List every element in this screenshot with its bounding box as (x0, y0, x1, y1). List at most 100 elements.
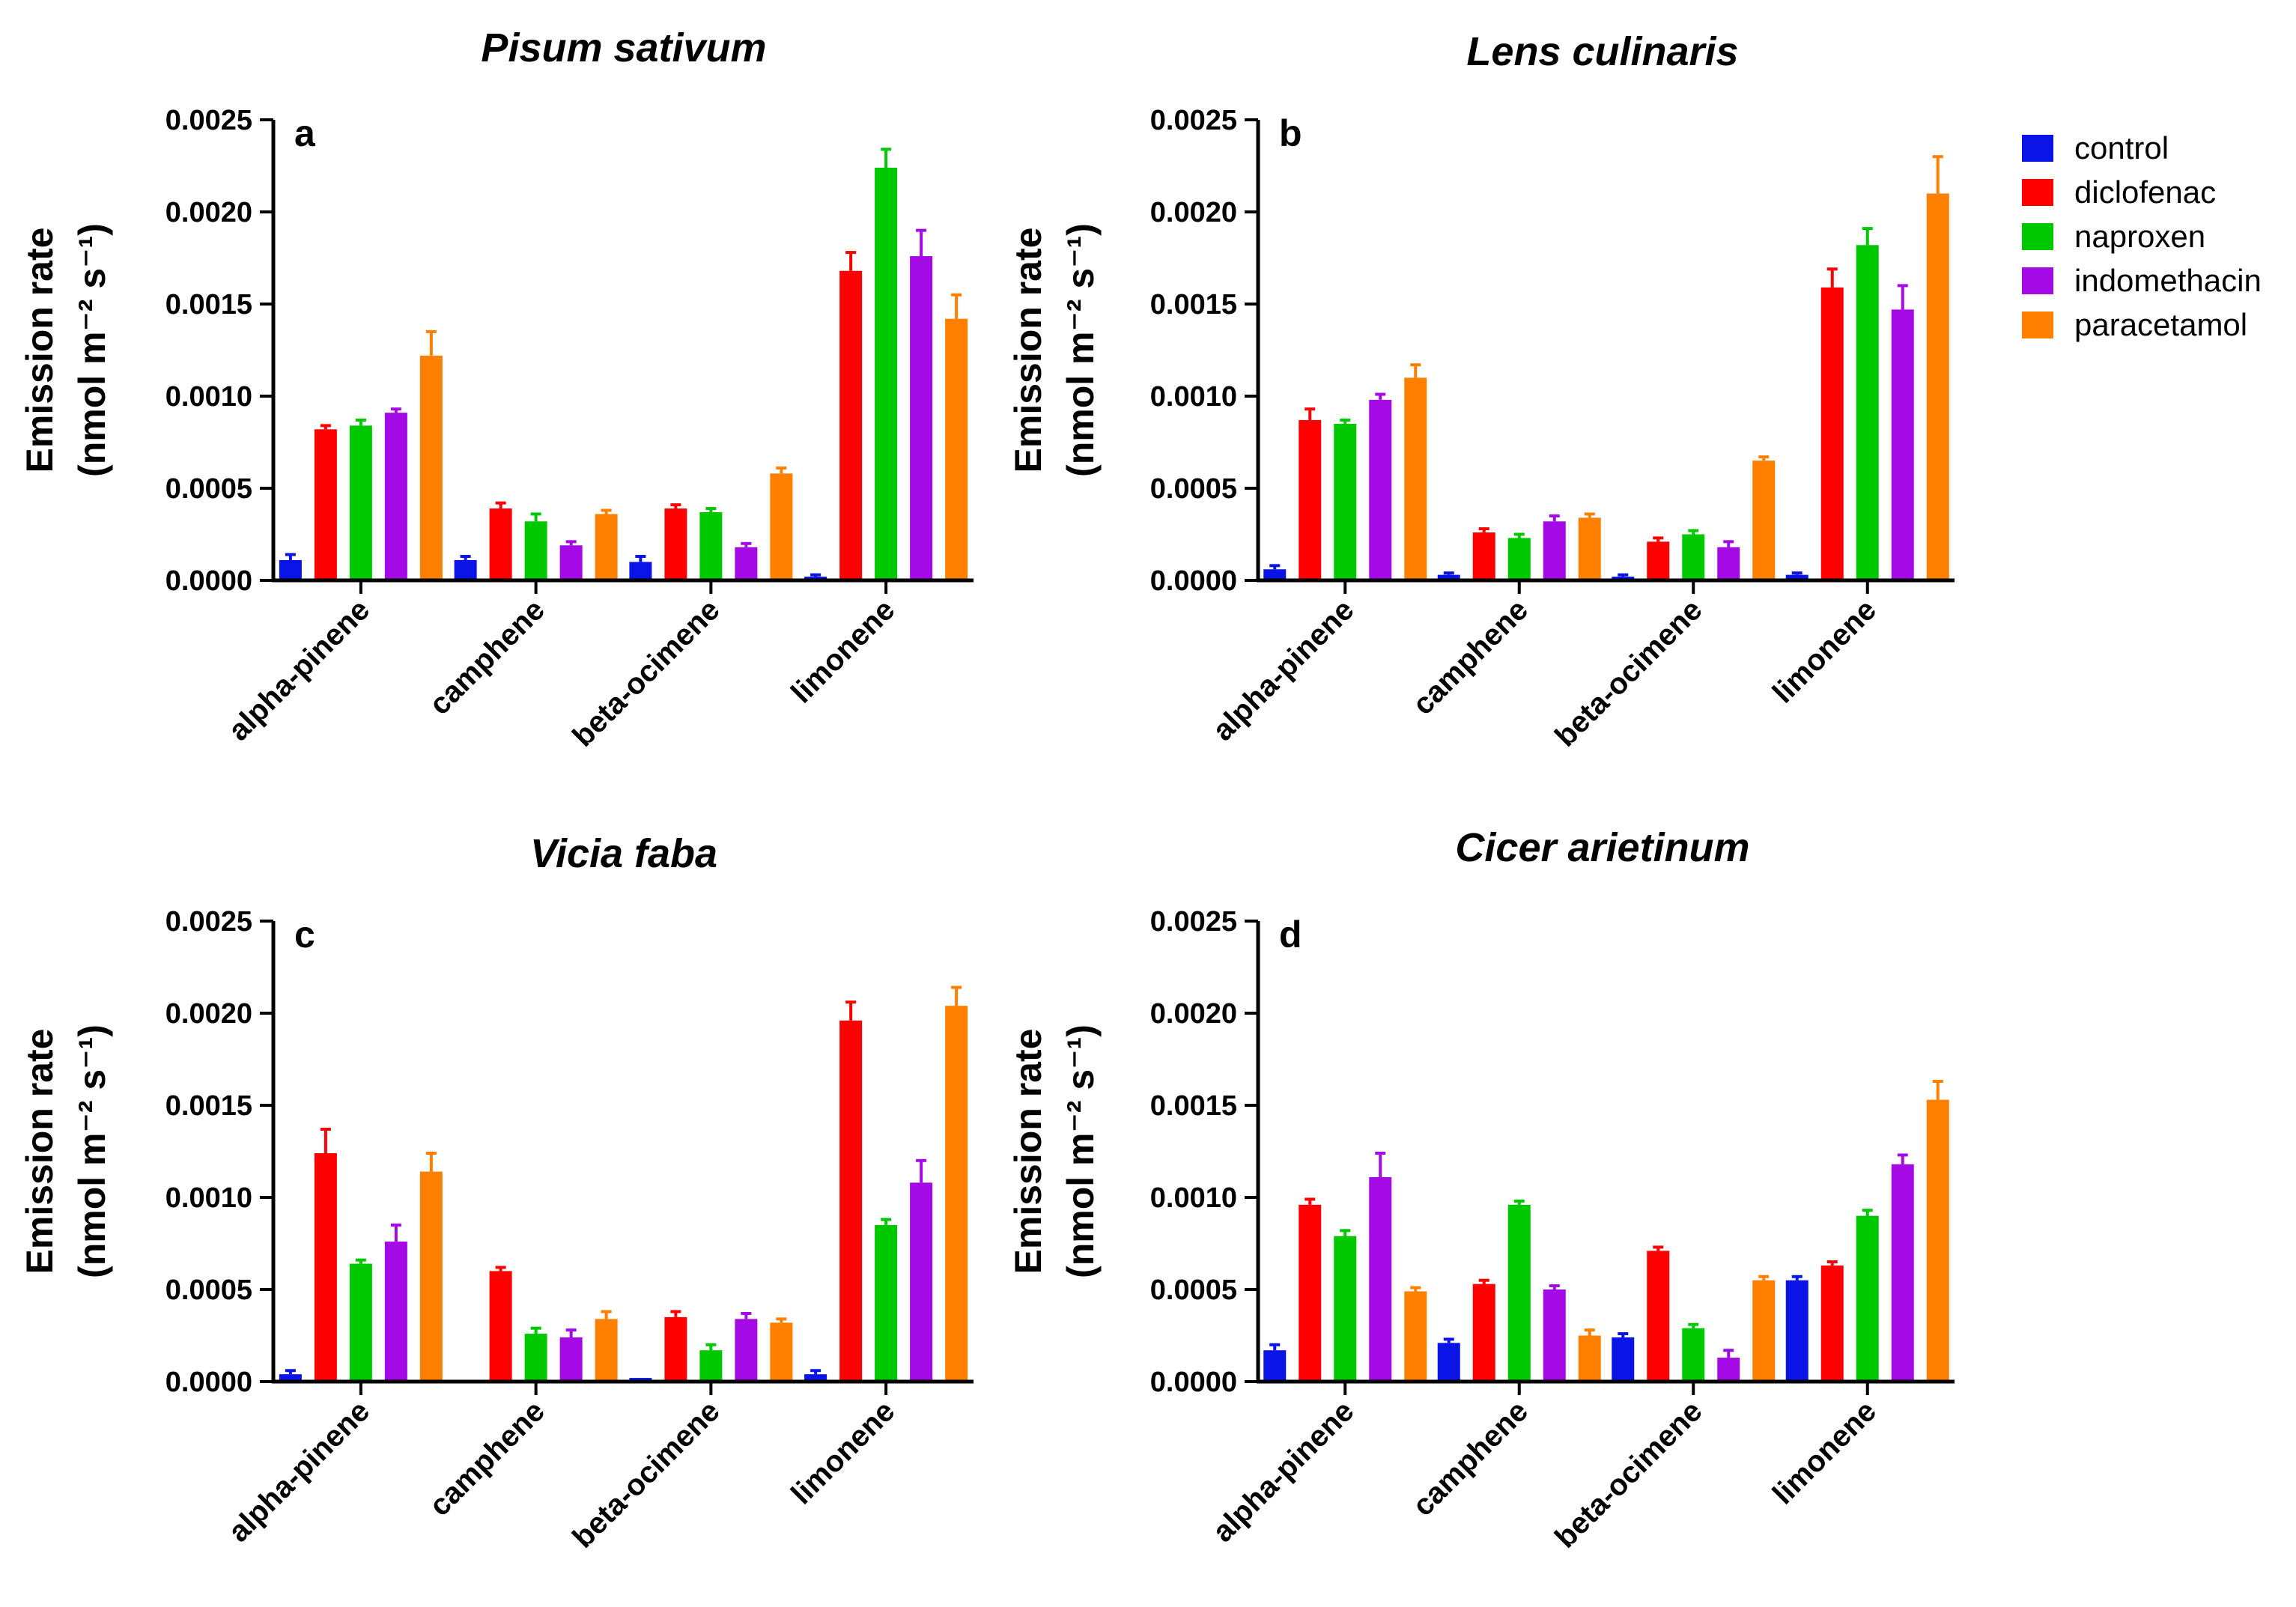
legend-label-paracetamol: paracetamol (2074, 307, 2247, 342)
legend-label-naproxen: naproxen (2074, 219, 2205, 254)
panel-b-ytick-label-0: 0.0000 (1150, 565, 1237, 597)
panel-b-bar-diclofenac-camphene (1472, 532, 1495, 580)
panel-b-bar-indomethacin-alpha-pinene (1369, 399, 1392, 580)
panel-c: Vicia faba c Emission rate (nmol m⁻² s⁻¹) 0.… (19, 831, 974, 1555)
panel-c-bar-indomethacin-camphene (559, 1337, 583, 1382)
panel-c-bar-indomethacin-beta-ocimene (735, 1319, 758, 1382)
panel-d-letter: d (1279, 914, 1302, 956)
legend-label-diclofenac: diclofenac (2074, 174, 2216, 210)
panel-b-bar-paracetamol-alpha-pinene (1404, 377, 1427, 580)
panel-d-ytick-label-3: 0.0015 (1150, 1090, 1237, 1122)
panel-d-bar-naproxen-alpha-pinene (1334, 1236, 1357, 1382)
panel-a-ytick-label-4: 0.0020 (165, 197, 252, 228)
panel-b: Lens culinaris b Emission rate (nmol m⁻² s⁻… (1007, 29, 1955, 753)
panel-b-ytick-label-5: 0.0025 (1150, 105, 1237, 136)
panel-a-ytick-label-5: 0.0025 (165, 105, 252, 136)
panel-b-bar-naproxen-limonene (1856, 245, 1879, 580)
panel-a-ytick-label-0: 0.0000 (165, 565, 252, 597)
panel-c-bar-naproxen-alpha-pinene (349, 1263, 372, 1382)
panel-d-bar-diclofenac-camphene (1472, 1284, 1495, 1382)
legend-item-control: control (2022, 130, 2169, 165)
panel-a-bar-control-beta-ocimene (629, 562, 652, 580)
panel-c-xtick-label-limonene: limonene (785, 1394, 901, 1510)
panel-b-title: Lens culinaris (1466, 29, 1738, 74)
panel-c-xtick-label-beta-ocimene: beta-ocimene (566, 1394, 726, 1554)
legend-item-diclofenac: diclofenac (2022, 174, 2216, 210)
panel-c-bar-control-alpha-pinene (279, 1374, 302, 1382)
panel-b-xtick-label-camphene: camphene (1406, 593, 1534, 721)
panel-b-bar-naproxen-beta-ocimene (1682, 534, 1705, 580)
panel-d-bar-paracetamol-beta-ocimene (1752, 1280, 1776, 1382)
panel-d-bar-control-alpha-pinene (1263, 1350, 1287, 1382)
panel-c-letter: c (294, 914, 315, 956)
panel-d-xtick-label-beta-ocimene: beta-ocimene (1549, 1394, 1708, 1554)
panel-b-bar-control-limonene (1785, 574, 1808, 580)
panel-c-bar-indomethacin-limonene (910, 1182, 933, 1382)
panel-c-bar-diclofenac-alpha-pinene (314, 1152, 337, 1382)
panel-a-bar-paracetamol-limonene (945, 318, 968, 580)
panel-d-ytick-label-4: 0.0020 (1150, 998, 1237, 1030)
legend-swatch-paracetamol (2022, 312, 2053, 338)
panel-b-xtick-label-limonene: limonene (1767, 593, 1883, 709)
panel-a-ylabel-line2: (nmol m⁻² s⁻¹) (71, 223, 113, 477)
panel-c-xtick-label-alpha-pinene: alpha-pinene (222, 1394, 377, 1549)
panel-d-bar-paracetamol-alpha-pinene (1404, 1291, 1427, 1382)
panel-d-bar-paracetamol-limonene (1926, 1099, 1949, 1382)
panel-d-bar-indomethacin-camphene (1543, 1289, 1566, 1382)
legend-swatch-diclofenac (2022, 179, 2053, 206)
panel-a-bar-diclofenac-camphene (489, 508, 512, 580)
panel-b-bar-naproxen-camphene (1507, 538, 1531, 580)
panel-d-title: Cicer arietinum (1455, 825, 1749, 870)
panel-d-bar-naproxen-camphene (1507, 1204, 1531, 1382)
panel-b-bar-indomethacin-camphene (1543, 521, 1566, 580)
panel-b-bar-paracetamol-beta-ocimene (1752, 461, 1776, 580)
panel-b-bar-diclofenac-limonene (1820, 287, 1844, 580)
panel-b-bar-paracetamol-camphene (1578, 517, 1601, 580)
panel-c-ytick-label-3: 0.0015 (165, 1090, 252, 1122)
panel-c-bar-diclofenac-camphene (489, 1271, 512, 1382)
panel-d-bar-diclofenac-limonene (1820, 1266, 1844, 1382)
legend-item-paracetamol: paracetamol (2022, 307, 2247, 342)
legend-label-control: control (2074, 130, 2169, 165)
panel-b-ylabel-line1: Emission rate (1007, 228, 1049, 473)
panel-d-ytick-label-2: 0.0010 (1150, 1182, 1237, 1214)
panel-a-bar-diclofenac-limonene (839, 270, 863, 580)
panel-a-xtick-label-limonene: limonene (785, 593, 901, 709)
panel-c-ytick-label-0: 0.0000 (165, 1367, 252, 1398)
legend-swatch-naproxen (2022, 223, 2053, 250)
panel-b-bar-control-alpha-pinene (1263, 569, 1287, 580)
panel-a-ytick-label-1: 0.0005 (165, 473, 252, 505)
panel-b-letter: b (1279, 112, 1302, 154)
panel-d-ytick-label-0: 0.0000 (1150, 1367, 1237, 1398)
panel-d-ylabel-line1: Emission rate (1007, 1029, 1049, 1275)
panel-c-ytick-label-5: 0.0025 (165, 906, 252, 938)
panel-b-xtick-label-beta-ocimene: beta-ocimene (1549, 593, 1708, 753)
legend-swatch-indomethacin (2022, 267, 2053, 294)
panel-d-bar-naproxen-limonene (1856, 1215, 1879, 1382)
panel-c-ytick-label-4: 0.0020 (165, 998, 252, 1030)
panel-c-bar-paracetamol-beta-ocimene (770, 1322, 793, 1382)
panel-a-bar-naproxen-limonene (875, 167, 898, 580)
panel-c-bar-naproxen-beta-ocimene (699, 1350, 723, 1382)
panel-a-bar-paracetamol-alpha-pinene (419, 355, 443, 580)
panel-a-xtick-label-beta-ocimene: beta-ocimene (566, 593, 726, 753)
panel-c-bar-diclofenac-limonene (839, 1020, 863, 1382)
panel-b-xtick-label-alpha-pinene: alpha-pinene (1206, 593, 1361, 747)
panel-b-ytick-label-2: 0.0010 (1150, 381, 1237, 413)
panel-a-bar-control-alpha-pinene (279, 559, 302, 580)
panel-b-bar-diclofenac-alpha-pinene (1299, 419, 1322, 580)
panel-a-bar-naproxen-camphene (524, 521, 547, 580)
panel-a-ylabel-line1: Emission rate (19, 228, 61, 473)
panel-c-bar-naproxen-camphene (524, 1334, 547, 1382)
panel-a-bar-naproxen-alpha-pinene (349, 425, 372, 580)
panel-b-bar-diclofenac-beta-ocimene (1647, 541, 1670, 580)
panel-a-xtick-label-camphene: camphene (423, 593, 551, 721)
legend-item-naproxen: naproxen (2022, 219, 2205, 254)
panel-a-ytick-label-3: 0.0015 (165, 289, 252, 321)
panel-d-ytick-label-1: 0.0005 (1150, 1275, 1237, 1306)
panel-d-xtick-label-limonene: limonene (1767, 1394, 1883, 1510)
panel-b-ytick-label-4: 0.0020 (1150, 197, 1237, 228)
panel-d-bar-control-camphene (1437, 1343, 1460, 1382)
